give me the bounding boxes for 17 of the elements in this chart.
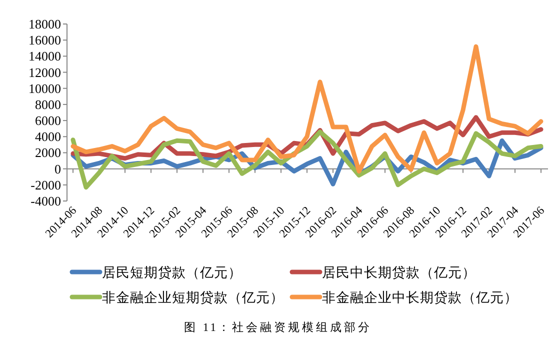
y-tick-label: -2000 [30, 177, 61, 192]
y-tick-label: 16000 [28, 32, 61, 48]
y-tick-label: 14000 [28, 48, 61, 64]
legend-label: 居民短期贷款（亿元） [102, 265, 242, 281]
y-tick-label: 6000 [35, 113, 61, 128]
y-tick-label: 18000 [28, 16, 61, 32]
y-tick-label: 2000 [35, 145, 61, 160]
legend-label: 非金融企业中长期贷款（亿元） [322, 290, 518, 306]
y-tick-label: -4000 [30, 194, 61, 208]
legend-label: 非金融企业短期贷款（亿元） [102, 290, 284, 306]
y-tick-label: 12000 [28, 64, 61, 80]
y-tick-label: 8000 [35, 96, 61, 112]
y-tick-label: 4000 [35, 129, 61, 144]
y-tick-label: 0 [54, 161, 61, 176]
caption: 图 11：社会融资规模组成部分 [184, 320, 372, 334]
legend-label: 居民中长期贷款（亿元） [322, 265, 476, 281]
y-tick-label: 10000 [28, 80, 61, 96]
